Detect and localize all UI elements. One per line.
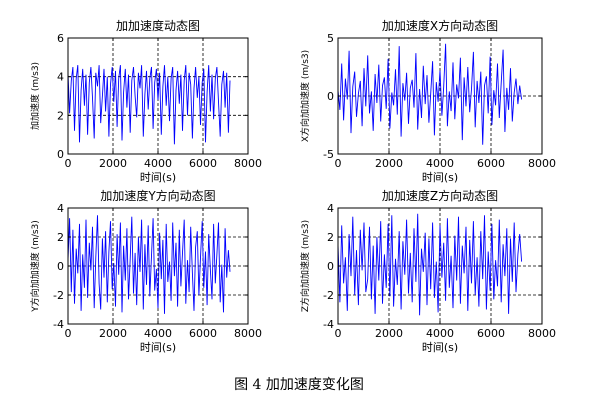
x-tick-label: 8000 [234,157,262,170]
x-tick-label: 4000 [426,327,454,340]
y-tick-label: -5 [323,148,334,161]
chart-title: 加加速度动态图 [116,18,200,33]
y-axis-label: X方向加加速度 (m/s3) [299,50,311,142]
x-axis-label: 时间(s) [140,341,176,354]
y-tick-label: -4 [323,318,334,331]
series-line [337,213,523,316]
y-axis-label: Y方向加加速度 (m/s3) [29,220,41,313]
x-axis-label: 时间(s) [422,171,458,184]
y-tick-label: -2 [323,289,334,302]
chart-title: 加加速度X方向动态图 [382,18,498,33]
x-tick-label: 8000 [234,327,262,340]
x-axis-label: 时间(s) [422,341,458,354]
series-line [337,43,523,145]
x-axis-label: 时间(s) [140,171,176,184]
y-tick-label: 0 [57,260,64,273]
x-tick-label: 2000 [99,157,127,170]
x-tick-label: 2000 [375,157,403,170]
x-tick-label: 4000 [144,157,172,170]
x-tick-label: 0 [65,327,72,340]
x-tick-label: 4000 [426,157,454,170]
y-tick-label: 2 [57,231,64,244]
figure-caption: 图 4 加加速度变化图 [234,377,364,393]
y-tick-label: -2 [53,289,64,302]
x-tick-label: 8000 [528,157,556,170]
y-tick-label: 2 [57,109,64,122]
y-tick-label: 6 [57,32,64,45]
y-axis-label: Z方向加加速度 (m/s3) [299,220,311,312]
y-tick-label: 2 [327,231,334,244]
y-tick-label: 0 [57,148,64,161]
chart-title: 加加速度Z方向动态图 [382,188,498,203]
y-tick-label: 0 [327,90,334,103]
x-tick-label: 6000 [477,157,505,170]
x-tick-label: 6000 [189,157,217,170]
subplot-2: 0 2000 4000 6000 8000-505加加速度X方向动态图时间(s)X方向加… [299,18,556,184]
y-tick-label: 5 [327,32,334,45]
x-tick-label: 6000 [477,327,505,340]
y-tick-label: 4 [327,202,334,215]
chart-title: 加加速度Y方向动态图 [100,188,215,203]
x-tick-label: 0 [335,157,342,170]
y-axis-label: 加加速度 (m/s3) [29,62,41,130]
x-tick-label: 6000 [189,327,217,340]
y-tick-label: 4 [57,202,64,215]
y-tick-label: -4 [53,318,64,331]
x-tick-label: 0 [65,157,72,170]
x-tick-label: 4000 [144,327,172,340]
y-tick-label: 4 [57,71,64,84]
y-tick-label: 0 [327,260,334,273]
x-tick-label: 0 [335,327,342,340]
x-tick-label: 2000 [375,327,403,340]
x-tick-label: 8000 [528,327,556,340]
series-line [67,215,231,314]
series-line [67,65,231,145]
x-tick-label: 2000 [99,327,127,340]
